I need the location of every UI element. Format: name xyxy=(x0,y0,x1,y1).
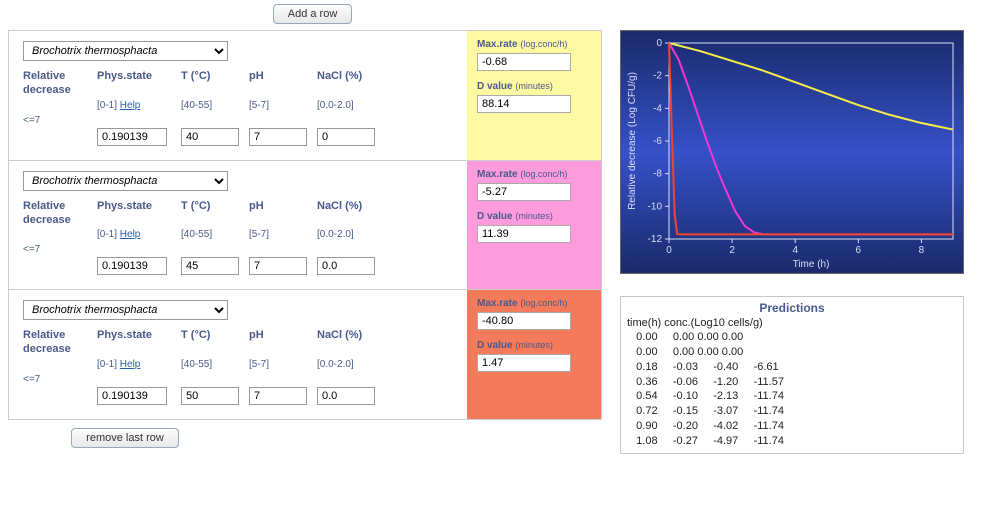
organism-select[interactable]: Brochotrix thermosphacta xyxy=(23,300,228,320)
range-temp: [40-55] xyxy=(181,359,245,370)
range-rel-decrease xyxy=(23,229,93,240)
range-rel-decrease xyxy=(23,100,93,111)
col-ph: pH xyxy=(249,328,313,357)
range-ph: [5-7] xyxy=(249,359,313,370)
col-ph: pH xyxy=(249,69,313,98)
maxrate-label: Max.rate (log.conc/h) xyxy=(477,298,591,309)
range-rel-decrease xyxy=(23,359,93,370)
range-phys: [0-1] Help xyxy=(97,359,177,370)
range-phys: [0-1] Help xyxy=(97,100,177,111)
results-area: Max.rate (log.conc/h) D value (minutes) xyxy=(467,290,601,419)
rel-decrease-value: <=7 xyxy=(23,244,93,255)
ph-input[interactable] xyxy=(249,257,307,275)
rel-decrease-value: <=7 xyxy=(23,115,93,126)
prediction-row: 1.08 -0.27 -4.97 -11.74 xyxy=(627,434,957,449)
maxrate-value[interactable] xyxy=(477,183,571,201)
temp-input[interactable] xyxy=(181,387,239,405)
col-temp: T (°C) xyxy=(181,328,245,357)
dvalue-value[interactable] xyxy=(477,354,571,372)
svg-text:8: 8 xyxy=(919,245,925,256)
svg-text:4: 4 xyxy=(792,245,798,256)
svg-text:0: 0 xyxy=(656,38,662,49)
col-rel-decrease: Relative decrease xyxy=(23,199,93,228)
predictions-title: Predictions xyxy=(627,301,957,315)
svg-text:-12: -12 xyxy=(648,234,663,245)
col-ph: pH xyxy=(249,199,313,228)
temp-input[interactable] xyxy=(181,257,239,275)
range-nacl: [0.0-2.0] xyxy=(317,229,397,240)
nacl-input[interactable] xyxy=(317,257,375,275)
col-temp: T (°C) xyxy=(181,69,245,98)
ph-input[interactable] xyxy=(249,387,307,405)
svg-text:2: 2 xyxy=(729,245,735,256)
range-ph: [5-7] xyxy=(249,229,313,240)
range-nacl: [0.0-2.0] xyxy=(317,359,397,370)
organism-select[interactable]: Brochotrix thermosphacta xyxy=(23,41,228,61)
col-nacl: NaCl (%) xyxy=(317,69,397,98)
range-ph: [5-7] xyxy=(249,100,313,111)
prediction-row: 0.90 -0.20 -4.02 -11.74 xyxy=(627,419,957,434)
range-phys: [0-1] Help xyxy=(97,229,177,240)
dvalue-value[interactable] xyxy=(477,95,571,113)
col-phys-state: Phys.state xyxy=(97,328,177,357)
ph-input[interactable] xyxy=(249,128,307,146)
svg-text:-2: -2 xyxy=(653,71,662,82)
dvalue-label: D value (minutes) xyxy=(477,211,591,222)
maxrate-value[interactable] xyxy=(477,312,571,330)
maxrate-label: Max.rate (log.conc/h) xyxy=(477,169,591,180)
svg-text:0: 0 xyxy=(666,245,672,256)
col-nacl: NaCl (%) xyxy=(317,199,397,228)
svg-text:-8: -8 xyxy=(653,169,662,180)
phys-state-input[interactable] xyxy=(97,257,167,275)
svg-text:6: 6 xyxy=(856,245,862,256)
help-link[interactable]: Help xyxy=(120,229,141,240)
col-phys-state: Phys.state xyxy=(97,69,177,98)
col-temp: T (°C) xyxy=(181,199,245,228)
col-phys-state: Phys.state xyxy=(97,199,177,228)
svg-text:-10: -10 xyxy=(648,201,663,212)
svg-text:Relative decrease (Log CFU/g): Relative decrease (Log CFU/g) xyxy=(627,72,638,210)
help-link[interactable]: Help xyxy=(120,359,141,370)
prediction-row: 0.72 -0.15 -3.07 -11.74 xyxy=(627,404,957,419)
svg-text:-6: -6 xyxy=(653,136,662,147)
nacl-input[interactable] xyxy=(317,387,375,405)
prediction-row: 0.00 0.00 0.00 0.00 xyxy=(627,330,957,345)
decrease-chart: 0-2-4-6-8-10-1202468Time (h)Relative dec… xyxy=(620,30,964,274)
condition-row: Brochotrix thermosphacta Relative decrea… xyxy=(9,161,601,291)
col-rel-decrease: Relative decrease xyxy=(23,328,93,357)
maxrate-value[interactable] xyxy=(477,53,571,71)
range-nacl: [0.0-2.0] xyxy=(317,100,397,111)
temp-input[interactable] xyxy=(181,128,239,146)
nacl-input[interactable] xyxy=(317,128,375,146)
results-area: Max.rate (log.conc/h) D value (minutes) xyxy=(467,31,601,160)
dvalue-label: D value (minutes) xyxy=(477,340,591,351)
results-area: Max.rate (log.conc/h) D value (minutes) xyxy=(467,161,601,290)
add-row-button[interactable]: Add a row xyxy=(273,4,353,24)
conditions-container: Brochotrix thermosphacta Relative decrea… xyxy=(8,30,602,420)
remove-row-button[interactable]: remove last row xyxy=(71,428,179,448)
help-link[interactable]: Help xyxy=(120,100,141,111)
phys-state-input[interactable] xyxy=(97,387,167,405)
col-nacl: NaCl (%) xyxy=(317,328,397,357)
predictions-header: time(h) conc.(Log10 cells/g) xyxy=(627,317,957,329)
range-temp: [40-55] xyxy=(181,100,245,111)
svg-text:Time (h): Time (h) xyxy=(793,259,830,270)
predictions-panel[interactable]: Predictions time(h) conc.(Log10 cells/g)… xyxy=(620,296,964,454)
phys-state-input[interactable] xyxy=(97,128,167,146)
prediction-row: 0.36 -0.06 -1.20 -11.57 xyxy=(627,375,957,390)
maxrate-label: Max.rate (log.conc/h) xyxy=(477,39,591,50)
svg-text:-4: -4 xyxy=(653,103,662,114)
prediction-row: 0.18 -0.03 -0.40 -6.61 xyxy=(627,360,957,375)
prediction-row: 0.00 0.00 0.00 0.00 xyxy=(627,345,957,360)
dvalue-value[interactable] xyxy=(477,225,571,243)
col-rel-decrease: Relative decrease xyxy=(23,69,93,98)
dvalue-label: D value (minutes) xyxy=(477,81,591,92)
condition-row: Brochotrix thermosphacta Relative decrea… xyxy=(9,31,601,161)
condition-row: Brochotrix thermosphacta Relative decrea… xyxy=(9,290,601,419)
range-temp: [40-55] xyxy=(181,229,245,240)
organism-select[interactable]: Brochotrix thermosphacta xyxy=(23,171,228,191)
prediction-row: 0.54 -0.10 -2.13 -11.74 xyxy=(627,389,957,404)
rel-decrease-value: <=7 xyxy=(23,374,93,385)
